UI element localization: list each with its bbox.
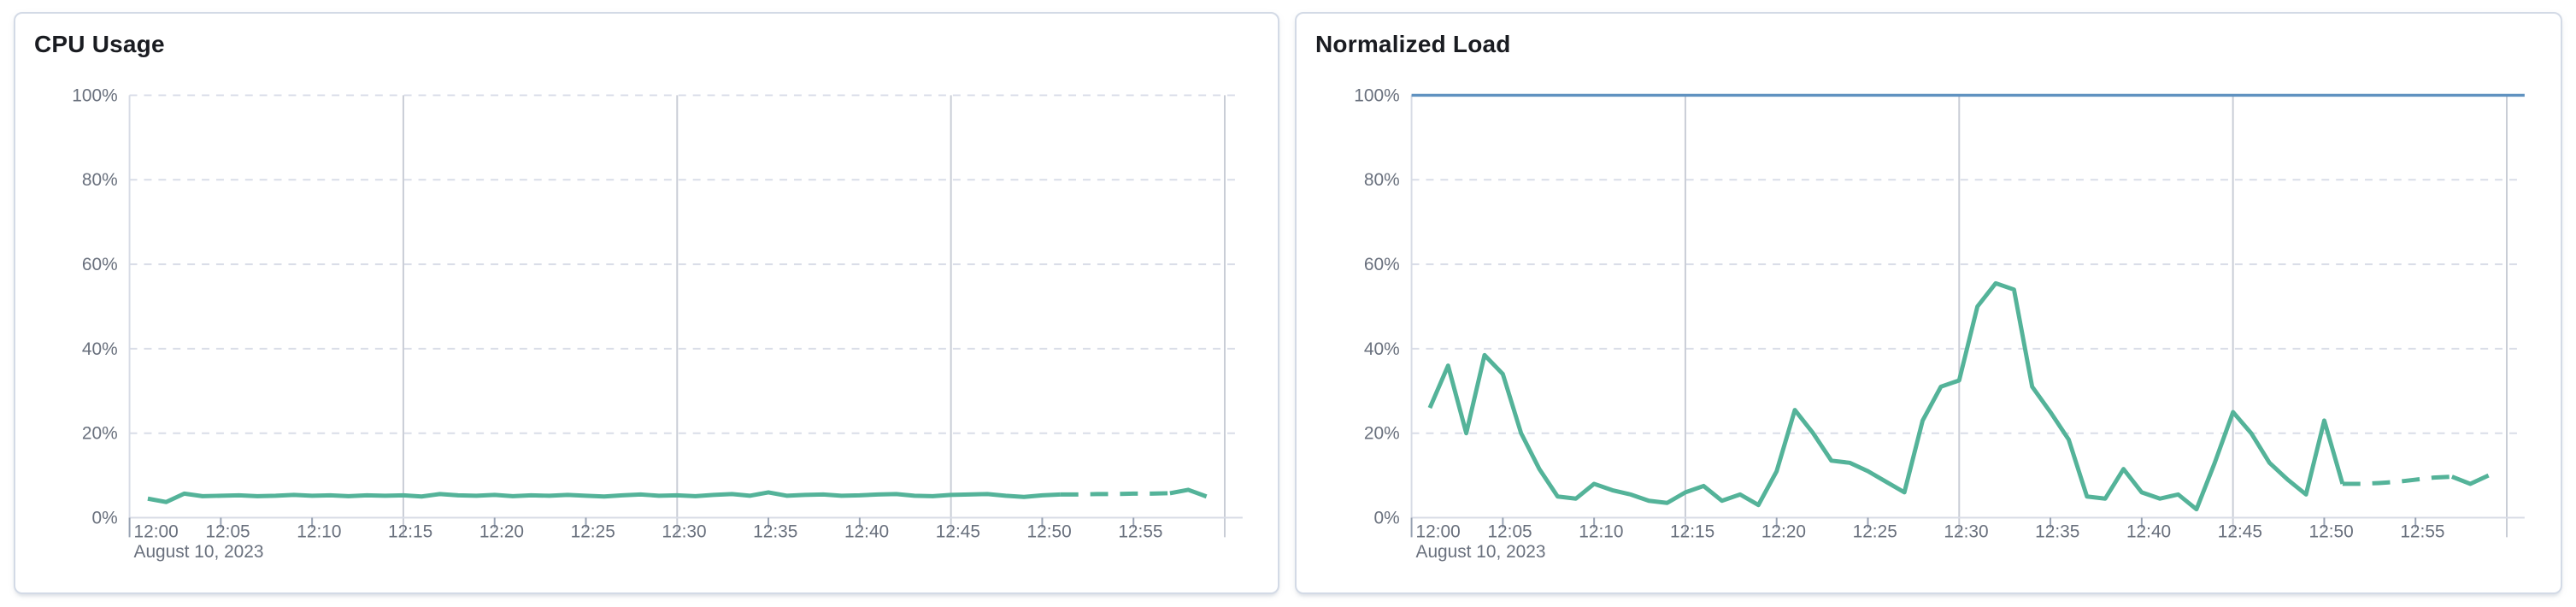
normalized-load-chart[interactable]: 12:00 12:05 12:10 12:15 12:20 12:25 12:30 12:35… <box>1297 14 2561 592</box>
x-tick-label: 12:10 <box>297 522 341 541</box>
y-tick-label: 60% <box>82 255 118 274</box>
y-tick-label: 0% <box>92 508 118 527</box>
x-tick-label: 12:15 <box>388 522 432 541</box>
y-tick-label: 80% <box>1364 170 1400 190</box>
x-tick-label: 12:35 <box>753 522 797 541</box>
x-tick-label: 12:20 <box>1761 522 1806 541</box>
x-axis-date-label: August 10, 2023 <box>1416 542 1546 562</box>
y-tick-label: 40% <box>82 339 118 359</box>
y-tick-label: 20% <box>82 424 118 444</box>
y-tick-label: 0% <box>1374 508 1400 527</box>
panel-title: CPU Usage <box>34 31 165 57</box>
y-tick-label: 40% <box>1364 339 1400 359</box>
y-tick-label: 100% <box>72 85 117 105</box>
y-tick-label: 100% <box>1354 85 1399 105</box>
x-tick-label: 12:55 <box>1118 522 1162 541</box>
x-tick-label: 12:15 <box>1670 522 1714 541</box>
panel-normalized-load: 12:00 12:05 12:10 12:15 12:20 12:25 12:30 12:35… <box>1295 12 2562 594</box>
series-line-normalized-load <box>2450 473 2490 486</box>
x-tick-label: 12:05 <box>1487 522 1532 541</box>
panel-cpu-usage: 12:00 12:05 12:10 12:15 12:20 12:25 12:30 12:35… <box>14 12 1279 594</box>
x-tick-label: 12:35 <box>2035 522 2079 541</box>
x-tick-label: 12:50 <box>2309 522 2354 541</box>
x-tick-label: 12:00 <box>134 522 179 541</box>
series-line-normalized-load <box>1427 280 2345 512</box>
y-tick-label: 80% <box>82 170 118 190</box>
x-tick-label: 12:40 <box>844 522 889 541</box>
x-tick-label: 12:30 <box>662 522 706 541</box>
series-line-cpu-usage-dashed <box>1060 491 1170 497</box>
x-tick-label: 12:50 <box>1027 522 1072 541</box>
x-tick-label: 12:30 <box>1944 522 1988 541</box>
series-line-cpu-usage <box>1169 487 1208 499</box>
x-tick-label: 12:25 <box>1853 522 1897 541</box>
series-line-cpu-usage <box>147 490 1061 504</box>
y-tick-label: 20% <box>1364 424 1400 444</box>
x-tick-label: 12:45 <box>2218 522 2262 541</box>
series-line-normalized-load-dashed <box>2342 474 2452 486</box>
x-tick-label: 12:00 <box>1416 522 1461 541</box>
x-tick-label: 12:45 <box>936 522 980 541</box>
x-tick-label: 12:20 <box>479 522 524 541</box>
panel-title: Normalized Load <box>1315 31 1511 57</box>
y-tick-label: 60% <box>1364 255 1400 274</box>
x-tick-label: 12:05 <box>205 522 250 541</box>
cpu-usage-chart[interactable]: 12:00 12:05 12:10 12:15 12:20 12:25 12:30 12:35… <box>15 14 1278 592</box>
x-tick-label: 12:25 <box>571 522 615 541</box>
x-axis-date-label: August 10, 2023 <box>134 542 264 562</box>
x-tick-label: 12:55 <box>2400 522 2444 541</box>
x-tick-label: 12:40 <box>2126 522 2171 541</box>
x-tick-label: 12:10 <box>1579 522 1623 541</box>
